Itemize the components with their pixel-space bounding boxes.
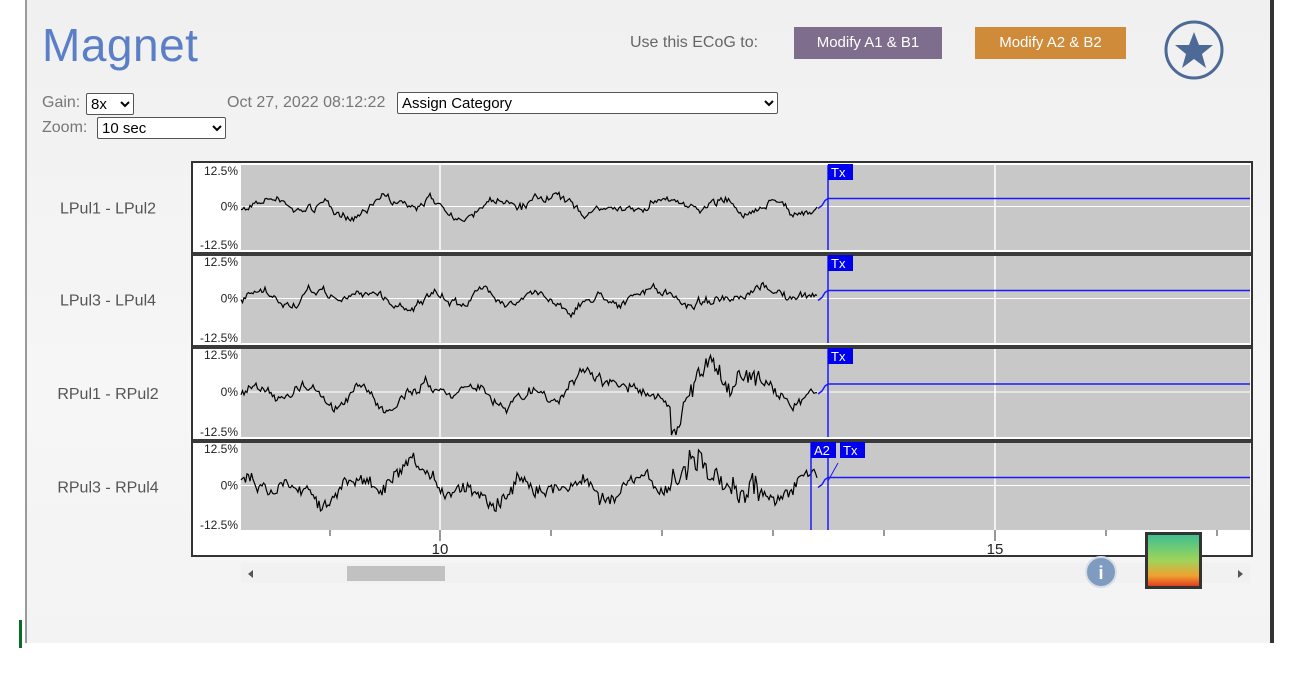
amplitude-tick: -12.5% bbox=[200, 518, 238, 532]
panel-bg bbox=[241, 443, 1250, 530]
amplitude-tick: 12.5% bbox=[204, 442, 238, 456]
thumb-image bbox=[1148, 535, 1199, 586]
zoom-label: Zoom: bbox=[42, 119, 88, 136]
panel-separator bbox=[193, 345, 1251, 349]
zoom-select[interactable]: 10 sec bbox=[97, 117, 226, 139]
marker-label: Tx bbox=[843, 443, 858, 458]
amplitude-tick: 0% bbox=[221, 385, 239, 399]
amplitude-tick: 12.5% bbox=[204, 255, 238, 269]
amplitude-tick: -12.5% bbox=[200, 425, 238, 439]
amplitude-tick: 0% bbox=[221, 200, 239, 214]
marker-label: Tx bbox=[831, 256, 846, 271]
gain-label: Gain: bbox=[42, 94, 81, 111]
amplitude-tick: -12.5% bbox=[200, 238, 238, 252]
scroll-left[interactable] bbox=[248, 570, 253, 578]
modify-a2-b2-button[interactable]: Modify A2 & B2 bbox=[975, 27, 1126, 59]
amplitude-tick: -12.5% bbox=[200, 331, 238, 345]
ecog-trace bbox=[240, 281, 818, 319]
marker-box bbox=[828, 255, 853, 271]
x-tick-label: 10 bbox=[432, 541, 449, 558]
channel-label: RPul3 - RPul4 bbox=[57, 480, 158, 497]
title: Magnet bbox=[42, 19, 199, 71]
info-icon: i bbox=[1098, 563, 1103, 583]
date: Oct 27, 2022 08:12:22 bbox=[227, 94, 386, 111]
scroll-thumb[interactable] bbox=[347, 566, 445, 581]
ecog-trace bbox=[240, 190, 818, 223]
info-button[interactable] bbox=[1085, 556, 1117, 588]
modify-a1-b1-button[interactable]: Modify A1 & B1 bbox=[794, 27, 942, 59]
marker-label: Tx bbox=[831, 165, 846, 180]
marker-box bbox=[828, 348, 853, 364]
amplitude-tick: 0% bbox=[221, 292, 239, 306]
x-tick-label: 15 bbox=[987, 541, 1004, 558]
channel-label: LPul1 - LPul2 bbox=[60, 201, 156, 218]
ecog-trace bbox=[240, 353, 817, 436]
marker-label: A2 bbox=[814, 443, 830, 458]
scroll-right[interactable] bbox=[1238, 570, 1243, 578]
channel-label: RPul1 - RPul2 bbox=[57, 386, 158, 403]
category-select[interactable]: Assign Category bbox=[397, 92, 778, 114]
panel-bg bbox=[241, 165, 1250, 250]
spectrogram-thumbnail[interactable] bbox=[1145, 532, 1202, 589]
marker-label: Tx bbox=[831, 349, 846, 364]
panel-separator bbox=[193, 439, 1251, 443]
amplitude-tick: 0% bbox=[221, 479, 239, 493]
ecog-trace bbox=[240, 448, 818, 513]
favorite-button[interactable] bbox=[1164, 20, 1224, 80]
trace-tail bbox=[817, 289, 829, 302]
star-icon bbox=[1175, 32, 1213, 68]
gain-select[interactable]: 8x bbox=[86, 93, 134, 115]
amplitude-tick: 12.5% bbox=[204, 164, 238, 178]
trace-tail bbox=[817, 476, 829, 489]
use-label: Use this ECoG to: bbox=[630, 34, 759, 51]
marker-box bbox=[828, 164, 853, 180]
amplitude-tick: 12.5% bbox=[204, 348, 238, 362]
edge-mark bbox=[19, 620, 22, 648]
marker-box bbox=[811, 442, 836, 458]
panel-separator bbox=[193, 252, 1251, 256]
marker-connector bbox=[827, 462, 839, 488]
panel-bg bbox=[241, 349, 1250, 437]
channel-label: LPul3 - LPul4 bbox=[60, 293, 156, 310]
panel-bg bbox=[241, 256, 1250, 343]
scrollbar[interactable] bbox=[241, 563, 1250, 583]
trace-tail bbox=[817, 197, 829, 210]
trace-tail bbox=[817, 383, 829, 395]
marker-box bbox=[840, 442, 865, 458]
